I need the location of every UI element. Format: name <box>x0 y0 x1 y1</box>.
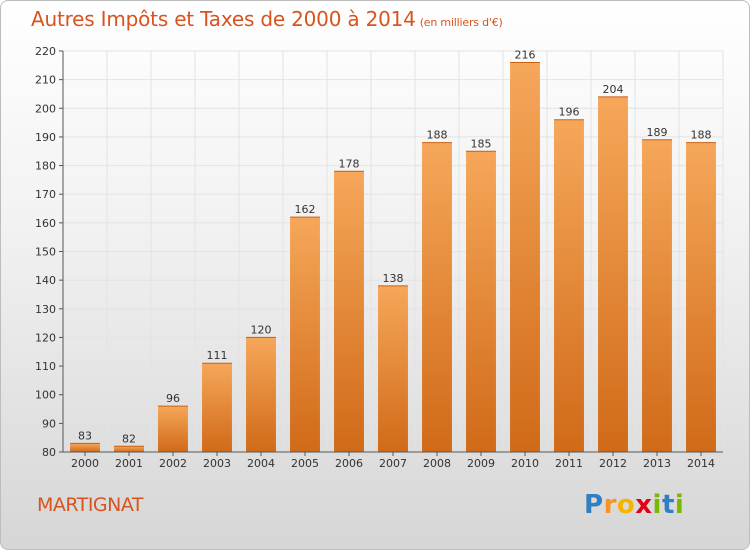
y-tick-label: 120 <box>35 331 56 344</box>
x-tick-label: 2000 <box>71 457 99 470</box>
data-label: 185 <box>471 137 492 150</box>
x-tick-label: 2002 <box>159 457 187 470</box>
y-tick-label: 190 <box>35 131 56 144</box>
y-tick-label: 200 <box>35 102 56 115</box>
bar <box>70 443 100 452</box>
x-tick-label: 2007 <box>379 457 407 470</box>
logo-letter: x <box>635 490 653 520</box>
x-tick-label: 2001 <box>115 457 143 470</box>
x-tick-label: 2008 <box>423 457 451 470</box>
logo-letter: P <box>584 490 604 520</box>
bar <box>510 62 540 452</box>
location-name: MARTIGNAT <box>37 494 143 516</box>
bar <box>554 119 584 452</box>
data-labels: 83 82 96 111 120 162 178 138 188 185 216 196 204 189 1… <box>78 48 712 445</box>
data-label: 82 <box>122 432 136 445</box>
data-label: 188 <box>691 129 712 142</box>
data-label: 162 <box>295 203 316 216</box>
x-tick-label: 2005 <box>291 457 319 470</box>
x-tick-label: 2011 <box>555 457 583 470</box>
logo-letter: r <box>603 490 617 520</box>
y-tick-label: 110 <box>35 360 56 373</box>
data-label: 216 <box>515 48 536 61</box>
y-tick-label: 170 <box>35 188 56 201</box>
proxiti-logo: Proxiti <box>584 490 684 520</box>
bar <box>114 446 144 452</box>
x-tick-label: 2003 <box>203 457 231 470</box>
data-label: 96 <box>166 392 180 405</box>
bar <box>642 139 672 453</box>
chart-subtitle: (en milliers d'€) <box>419 16 503 29</box>
logo-letter: i <box>674 490 685 520</box>
logo-letter: t <box>661 490 675 520</box>
bar <box>686 142 716 452</box>
data-label: 83 <box>78 429 92 442</box>
bar <box>466 151 496 452</box>
x-tick-label: 2013 <box>643 457 671 470</box>
data-label: 178 <box>339 157 360 170</box>
axes: 80 90 100 110 120 130 140 150 160 170 180 190 200 210… <box>35 45 723 470</box>
y-tick-label: 130 <box>35 303 56 316</box>
data-label: 111 <box>207 349 228 362</box>
bar <box>422 142 452 452</box>
x-tick-label: 2010 <box>511 457 539 470</box>
x-tick-label: 2012 <box>599 457 627 470</box>
data-label: 188 <box>427 129 448 142</box>
logo-letter: i <box>652 490 662 520</box>
bar <box>334 171 364 453</box>
data-label: 120 <box>251 323 272 336</box>
x-tick-label: 2006 <box>335 457 363 470</box>
y-tick-label: 150 <box>35 246 56 259</box>
y-tick-label: 220 <box>35 45 56 58</box>
data-label: 204 <box>603 83 624 96</box>
x-tick-label: 2009 <box>467 457 495 470</box>
bars <box>70 61 716 453</box>
data-label: 189 <box>647 126 668 139</box>
x-tick-label: 2004 <box>247 457 275 470</box>
y-tick-label: 180 <box>35 160 56 173</box>
y-tick-label: 80 <box>42 446 56 459</box>
y-tick-label: 210 <box>35 74 56 87</box>
logo-letter: o <box>616 490 636 520</box>
data-label: 196 <box>559 106 580 119</box>
data-label: 138 <box>383 272 404 285</box>
chart-title: Autres Impôts et Taxes de 2000 à 2014 (en… <box>31 7 503 31</box>
bar <box>378 285 408 452</box>
y-tick-label: 160 <box>35 217 56 230</box>
y-tick-label: 100 <box>35 389 56 402</box>
x-tick-label: 2014 <box>687 457 715 470</box>
bar <box>202 363 232 452</box>
bar <box>246 337 276 452</box>
bar <box>598 96 628 452</box>
bar <box>158 406 188 452</box>
y-tick-label: 140 <box>35 274 56 287</box>
y-tick-label: 90 <box>42 417 56 430</box>
bar <box>290 217 320 452</box>
title-text: Autres Impôts et Taxes de 2000 à 2014 <box>31 7 416 31</box>
